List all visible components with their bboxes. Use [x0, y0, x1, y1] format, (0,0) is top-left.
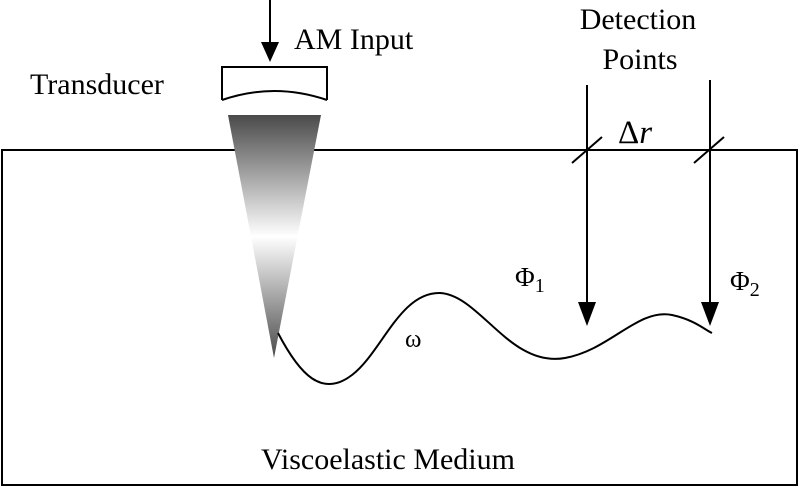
- medium-label: Viscoelastic Medium: [261, 443, 515, 476]
- shear-wave: [277, 291, 713, 386]
- detection-arrow-1: [578, 85, 596, 326]
- phi2-label: Φ2: [730, 266, 760, 301]
- detection-points-label-line1: Detection: [580, 3, 697, 36]
- medium-boundary: [1, 149, 798, 486]
- transducer-housing: [221, 66, 328, 100]
- transducer-label: Transducer: [30, 68, 164, 101]
- delta-r-label: Δr: [618, 115, 652, 151]
- detection-tick-1: [571, 136, 603, 164]
- omega-label: ω: [405, 326, 421, 353]
- am-input-arrow: [261, 0, 279, 62]
- am-input-label: AM Input: [294, 23, 414, 56]
- focused-beam: [228, 115, 321, 358]
- transducer-lens: [221, 90, 328, 101]
- detection-tick-2: [693, 136, 725, 164]
- detection-points-label-line2: Points: [602, 43, 677, 76]
- phi1-label: Φ1: [515, 262, 545, 297]
- detection-arrow-2: [701, 80, 719, 326]
